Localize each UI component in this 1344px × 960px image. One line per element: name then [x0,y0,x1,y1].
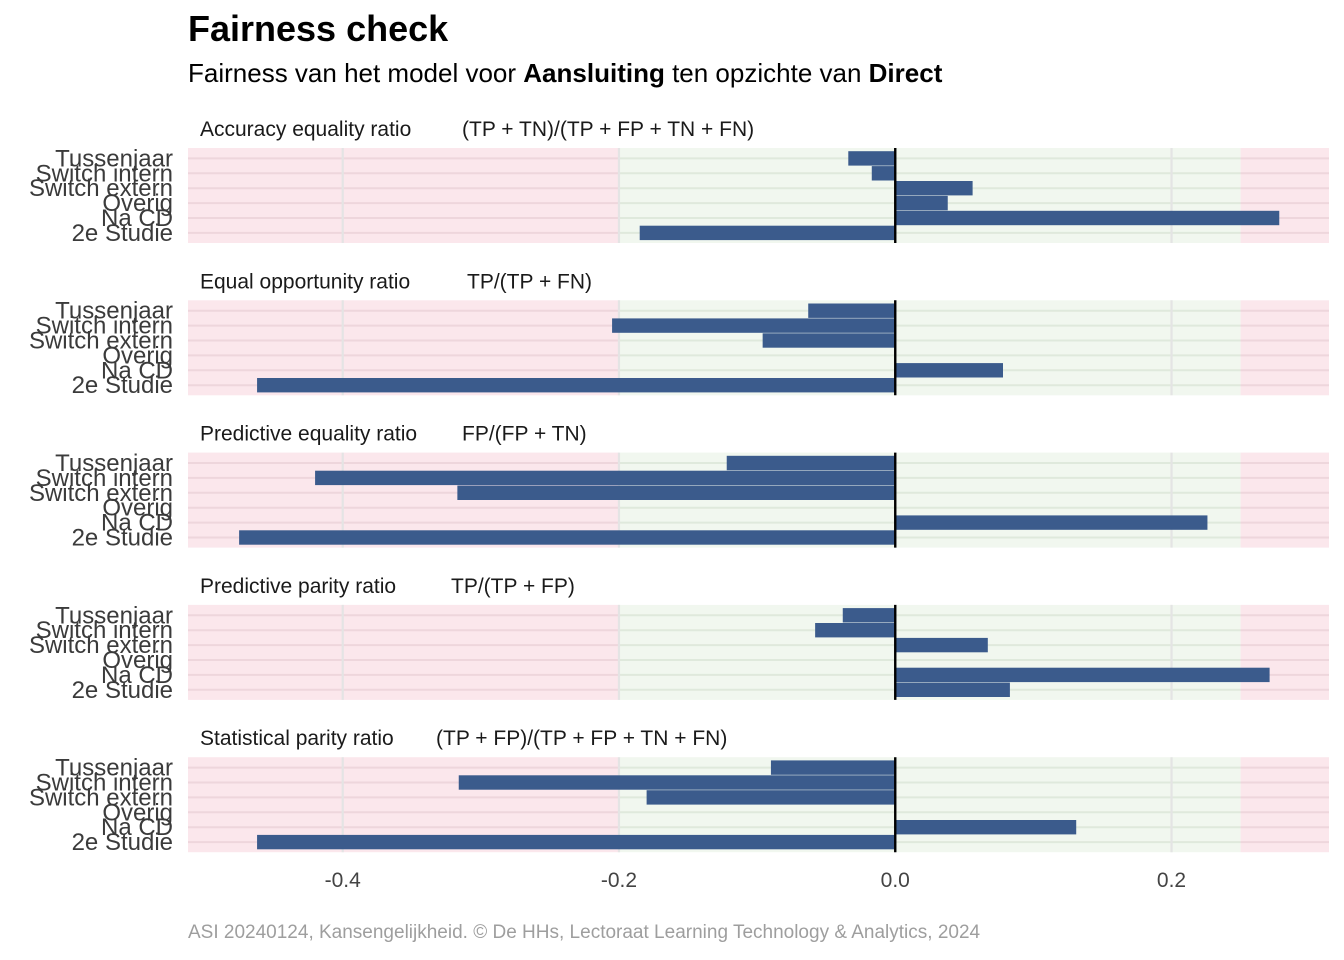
category-label: Switch extern [29,632,173,659]
bar-tussenjaar [848,151,896,166]
category-label: Overig [102,190,173,217]
category-label: Switch extern [29,328,173,355]
bar-overig [895,195,948,211]
category-label: Overig [102,342,173,369]
category-label: Overig [102,799,173,826]
x-tick-label: 0.0 [881,869,910,892]
category-label: Na CD [101,814,173,841]
x-tick-label: -0.4 [325,869,362,892]
bar-switch-extern [646,790,896,805]
panel-metric-label: Accuracy equality ratio [200,118,411,141]
category-label: Na CD [101,662,173,689]
category-label: Switch intern [36,160,173,187]
unfair-zone-right [1240,148,1329,243]
bar-na-cd [895,363,1003,378]
panel-formula-label: TP/(TP + FP) [451,575,575,598]
category-label: Overig [102,647,173,674]
category-label: Switch intern [36,770,173,797]
bar-tussenjaar [726,455,896,471]
unfair-zone-right [1240,452,1329,548]
subtitle-reference: Direct [868,58,943,88]
bar-2e-studie [239,530,896,545]
category-label: Tussenjaar [55,298,173,325]
bar-2e-studie [895,682,1010,697]
unfair-zone-right [1240,300,1329,396]
chart-title: Fairness check [188,8,449,49]
category-label: 2e Studie [72,220,173,247]
fairness-chart: Accuracy equality ratio (TP + TN)/(TP + F… [29,118,1329,892]
bar-switch-intern [458,775,896,790]
bar-switch-intern [871,166,896,181]
category-label: Na CD [101,205,173,232]
bar-na-cd [895,667,1270,683]
chart-caption: ASI 20240124, Kansengelijkheid. © De HHs… [188,922,981,943]
panel-metric-label: Statistical parity ratio [200,727,394,750]
bar-tussenjaar [808,303,896,318]
bar-na-cd [895,210,1280,226]
x-tick-label: -0.2 [601,869,637,892]
bar-tussenjaar [842,608,896,623]
bar-switch-extern [895,637,988,653]
category-label: 2e Studie [72,829,173,856]
unfair-zone-left [188,148,619,243]
bar-switch-intern [612,318,896,333]
bar-na-cd [895,820,1077,835]
panel-formula-label: TP/(TP + FN) [467,270,592,293]
category-label: Switch extern [29,480,173,507]
panel-metric-label: Equal opportunity ratio [200,270,410,293]
category-label: Switch intern [36,465,173,492]
category-label: Tussenjaar [55,450,173,477]
bar-na-cd [895,515,1208,530]
unfair-zone-left [188,604,619,700]
category-label: Tussenjaar [55,602,173,629]
subtitle-prefix: Fairness van het model voor [188,58,524,88]
chart-subtitle: Fairness van het model voor Aansluiting … [188,58,942,89]
bar-2e-studie [257,834,896,850]
panel-formula-label: FP/(FP + TN) [462,423,587,446]
x-tick-label: 0.2 [1157,869,1186,892]
bar-2e-studie [257,378,896,393]
category-label: Overig [102,495,173,522]
bar-tussenjaar [770,760,896,775]
panel-formula-label: (TP + FP)/(TP + FP + TN + FN) [436,727,727,750]
category-label: Switch extern [29,175,173,202]
unfair-zone-right [1240,757,1329,853]
panel-metric-label: Predictive parity ratio [200,575,396,598]
category-label: Na CD [101,357,173,384]
category-label: Switch intern [36,617,173,644]
bar-switch-intern [315,470,896,486]
category-label: 2e Studie [72,525,173,552]
bar-switch-intern [815,623,896,638]
panel-formula-label: (TP + TN)/(TP + FP + TN + FN) [462,118,754,141]
panel-metric-label: Predictive equality ratio [200,423,417,446]
bar-switch-extern [895,181,973,196]
category-label: 2e Studie [72,677,173,704]
category-label: Na CD [101,510,173,537]
category-label: Switch extern [29,784,173,811]
bar-switch-extern [457,485,896,500]
subtitle-group: Aansluiting [523,58,665,88]
category-label: 2e Studie [72,372,173,399]
unfair-zone-right [1240,604,1329,700]
category-label: Switch intern [36,313,173,340]
subtitle-middle: ten opzichte van [664,58,869,88]
bar-switch-extern [762,333,896,348]
category-label: Tussenjaar [55,145,173,172]
category-label: Tussenjaar [55,755,173,782]
bar-2e-studie [639,225,896,241]
